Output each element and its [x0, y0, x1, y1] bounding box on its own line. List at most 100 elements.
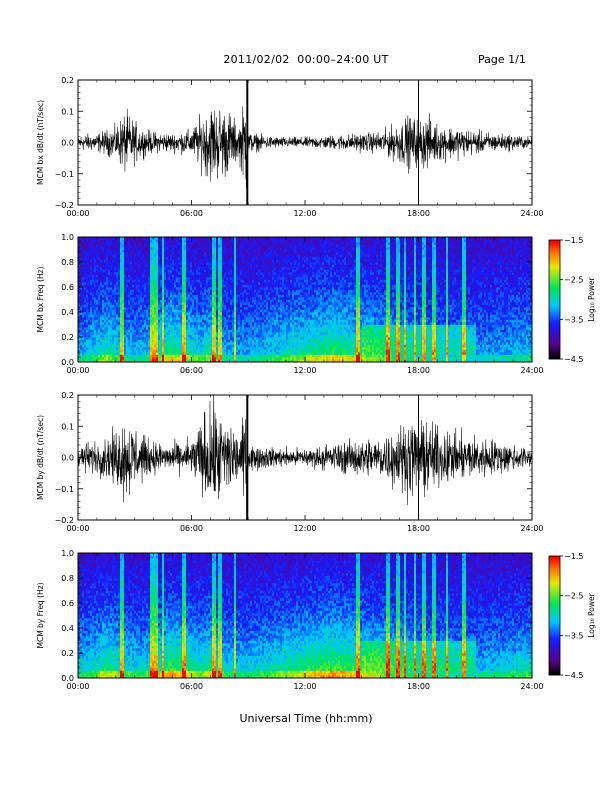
spectrogram-cell	[256, 274, 259, 278]
spectrogram-cell	[228, 347, 231, 350]
spectrogram-cell	[170, 297, 173, 300]
spectrogram-cell	[248, 262, 251, 265]
spectrogram-cell	[138, 317, 141, 320]
spectrogram-cell	[144, 282, 147, 285]
spectrogram-cell	[240, 312, 243, 315]
spectrogram-cell	[208, 294, 211, 298]
spectrogram-cell	[80, 332, 83, 335]
spectrogram-cell	[104, 297, 107, 300]
spectrogram-cell	[268, 302, 271, 305]
spectrogram-cell	[116, 262, 119, 265]
spectrogram-cell	[270, 272, 273, 275]
spectrogram-cell	[184, 269, 187, 273]
spectrogram-cell	[142, 259, 145, 263]
spectrogram-cell	[220, 247, 223, 250]
spectrogram-cell	[256, 247, 259, 250]
spectrogram-cell	[242, 242, 245, 245]
spectrogram-cell	[194, 312, 197, 315]
spectrogram-cell	[156, 317, 159, 320]
spectrogram-cell	[104, 274, 107, 278]
spectrogram-cell	[104, 289, 107, 293]
spectrogram-cell	[134, 272, 137, 275]
spectrogram-cell	[236, 257, 239, 260]
spectrogram-cell	[108, 242, 111, 245]
spectrogram-cell	[128, 324, 131, 328]
spectrogram-cell	[104, 282, 107, 285]
spectrogram-cell	[88, 307, 91, 310]
spectrogram-cell	[214, 349, 217, 353]
spectrogram-cell	[170, 237, 173, 240]
spectrogram-cell	[136, 282, 139, 285]
spectrogram-cell	[148, 347, 151, 350]
spectrogram-cell	[244, 239, 247, 243]
spectrogram-cell	[142, 307, 145, 310]
spectrogram-cell	[232, 292, 235, 295]
spectrogram-cell	[168, 329, 171, 333]
spectrogram-cell	[122, 302, 125, 305]
spectrogram-cell	[260, 319, 263, 323]
spectrogram-cell	[108, 357, 111, 360]
spectrogram-cell	[174, 344, 177, 348]
spectrogram-cell	[130, 332, 133, 335]
spectrogram-cell	[120, 349, 123, 353]
spectrogram-cell	[90, 284, 93, 288]
spectrogram-cell	[256, 322, 259, 325]
spectrogram-cell	[84, 302, 87, 305]
spectrogram-cell	[186, 272, 189, 275]
spectrogram-cell	[260, 289, 263, 293]
spectrogram-cell	[92, 294, 95, 298]
spectrogram-cell	[224, 314, 227, 318]
spectrogram-cell	[174, 287, 177, 290]
spectrogram-cell	[138, 299, 141, 303]
spectrogram-cell	[258, 262, 261, 265]
spectrogram-cell	[248, 267, 251, 270]
spectrogram-cell	[216, 254, 219, 258]
spectrogram-cell	[122, 309, 125, 313]
spectrogram-cell	[150, 302, 153, 305]
spectrogram-cell	[186, 257, 189, 260]
spectrogram-cell	[190, 302, 193, 305]
spectrogram-cell	[84, 279, 87, 283]
spectrogram-cell	[164, 329, 167, 333]
spectrogram-cell	[82, 309, 85, 313]
spectrogram-cell	[268, 262, 271, 265]
spectrogram-cell	[258, 244, 261, 248]
spectrogram-cell	[194, 289, 197, 293]
spectrogram-cell	[168, 254, 171, 258]
spectrogram-cell	[168, 337, 171, 340]
spectrogram-cell	[160, 299, 163, 303]
spectrogram-cell	[160, 352, 163, 355]
spectrogram-cell	[210, 277, 213, 280]
spectrogram-cell	[132, 319, 135, 323]
spectrogram-cell	[188, 292, 191, 295]
spectrogram-cell	[230, 289, 233, 293]
spectrogram-cell	[178, 359, 181, 363]
spectrogram-cell	[160, 359, 163, 363]
spectrogram-cell	[256, 347, 259, 350]
spectrogram-cell	[234, 267, 237, 270]
spectrogram-cell	[158, 287, 161, 290]
spectrogram-cell	[122, 252, 125, 255]
spectrogram-cell	[258, 297, 261, 300]
spectrogram-cell	[112, 247, 115, 250]
spectrogram-cell	[252, 287, 255, 290]
spectrogram-cell	[248, 312, 251, 315]
spectrogram-cell	[216, 352, 219, 355]
spectrogram-cell	[118, 357, 121, 360]
spectrogram-cell	[130, 299, 133, 303]
spectrogram-cell	[84, 297, 87, 300]
spectrogram-cell	[250, 327, 253, 330]
spectrogram-cell	[116, 339, 119, 343]
spectrogram-cell	[146, 264, 149, 268]
spectrogram-cell	[206, 319, 209, 323]
spectrogram-cell	[194, 352, 197, 355]
spectrogram-cell	[166, 317, 169, 320]
spectrogram-cell	[92, 297, 95, 300]
spectrogram-cell	[230, 344, 233, 348]
spectrogram-cell	[126, 302, 129, 305]
spectrogram-cell	[128, 287, 131, 290]
spectrogram-cell	[96, 264, 99, 268]
spectrogram-cell	[98, 267, 101, 270]
spectrogram-cell	[266, 324, 269, 328]
spectrogram-cell	[198, 302, 201, 305]
